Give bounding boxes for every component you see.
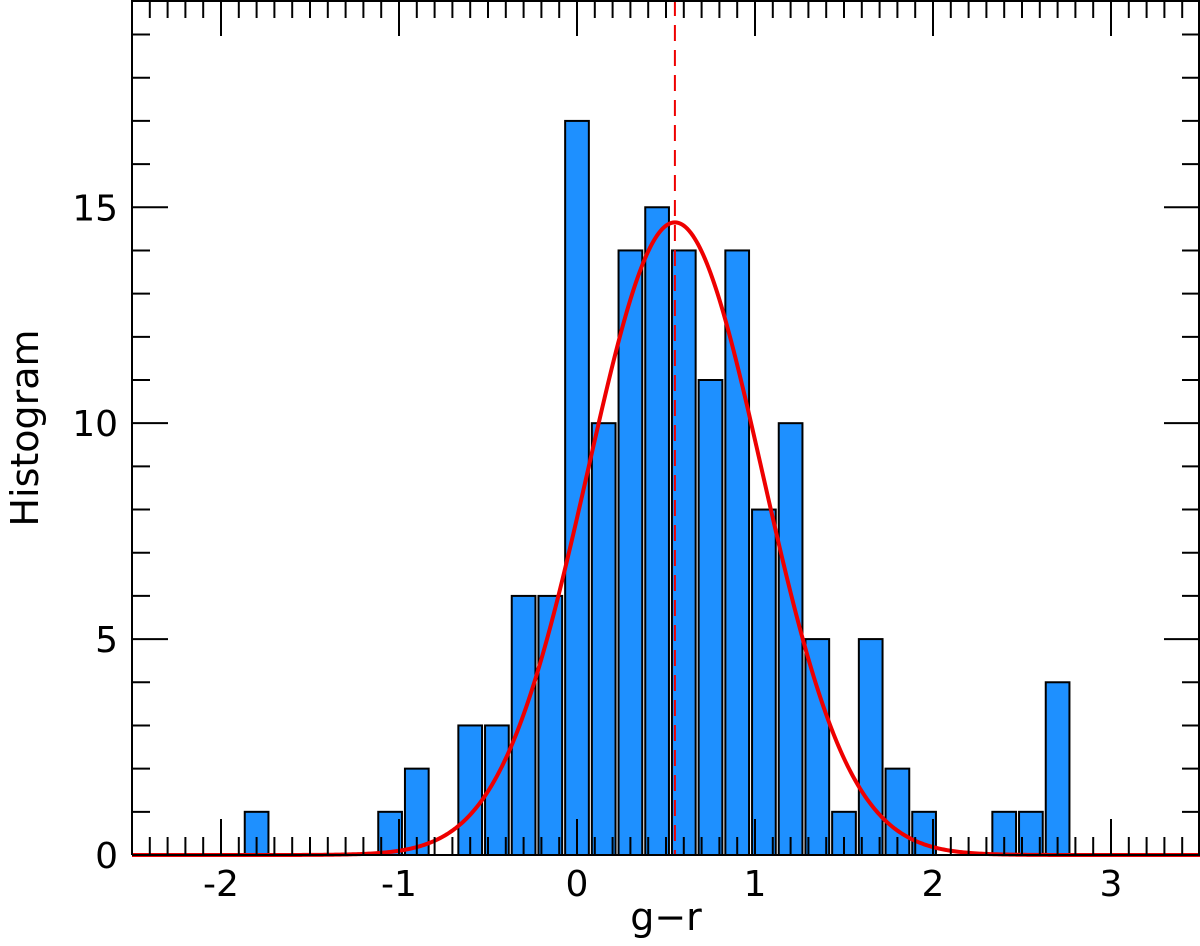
histogram-bar (537, 594, 564, 856)
ticks-group (132, 0, 1200, 856)
y-axis-title: Histogram (3, 329, 47, 526)
histogram-bar (617, 249, 644, 856)
y-tick-label: 5 (95, 620, 118, 661)
x-tick-label: -2 (203, 864, 239, 905)
histogram-bar (697, 379, 724, 856)
tick-labels-group: -2 -1 0 1 2 3 0 5 10 15 (72, 188, 1122, 905)
histogram-bar (724, 249, 751, 856)
histogram-bar (857, 638, 884, 857)
bars-group (243, 119, 1071, 857)
x-tick-label: -1 (381, 864, 417, 905)
x-axis-title: g−r (630, 895, 702, 939)
histogram-bar (1044, 681, 1071, 857)
histogram-bar (751, 508, 777, 856)
histogram-bar (777, 422, 804, 856)
y-tick-label: 10 (72, 404, 118, 445)
histogram-bar (644, 206, 670, 856)
x-tick-label: 0 (566, 864, 589, 905)
x-tick-label: 2 (922, 864, 945, 905)
x-tick-label: 1 (744, 864, 767, 905)
histogram-bar (804, 638, 831, 857)
histogram-bar (510, 594, 537, 856)
y-tick-label: 15 (72, 188, 118, 229)
y-tick-label: 0 (95, 836, 118, 877)
x-tick-label: 3 (1100, 864, 1123, 905)
histogram-bar (457, 724, 484, 857)
histogram-bar (590, 422, 617, 856)
